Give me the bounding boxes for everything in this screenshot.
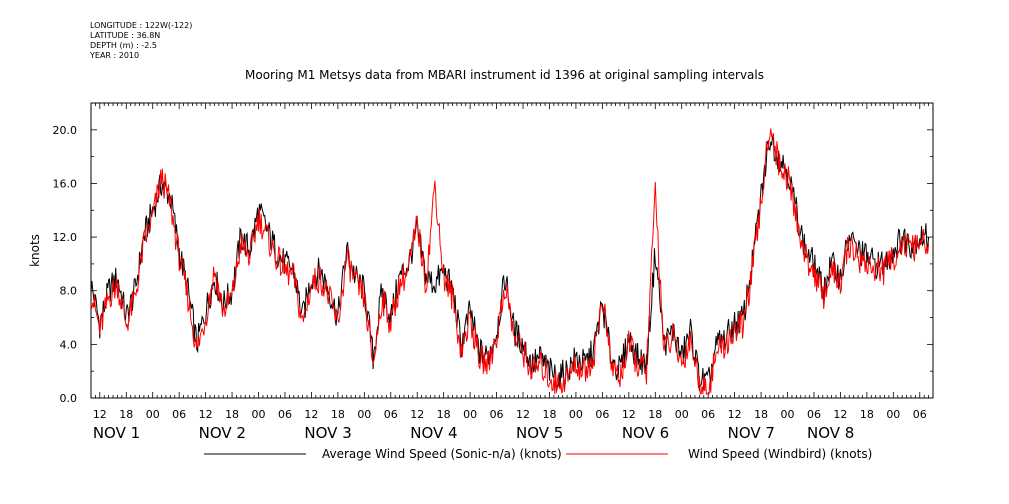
x-day-label: NOV 7: [728, 424, 775, 442]
x-tick-label: 00: [675, 408, 689, 421]
x-tick-label: 06: [384, 408, 398, 421]
series-layer: [90, 128, 930, 395]
x-day-label: NOV 8: [807, 424, 854, 442]
x-tick-label: 06: [278, 408, 292, 421]
chart-title: Mooring M1 Metsys data from MBARI instru…: [245, 68, 764, 82]
x-tick-label: 18: [437, 408, 451, 421]
x-tick-label: 12: [622, 408, 636, 421]
meta-depth: DEPTH (m) : -2.5: [90, 41, 157, 50]
x-tick-label: 06: [701, 408, 715, 421]
x-tick-label: 00: [569, 408, 583, 421]
x-tick-label: 06: [913, 408, 927, 421]
x-tick-label: 18: [648, 408, 662, 421]
series-line-1: [90, 135, 930, 392]
x-tick-label: 12: [93, 408, 107, 421]
metadata-block: LONGITUDE : 122W(-122) LATITUDE : 36.8N …: [90, 21, 192, 61]
x-tick-label: 18: [754, 408, 768, 421]
x-tick-label: 00: [146, 408, 160, 421]
x-tick-label: 18: [542, 408, 556, 421]
plot-frame: [90, 102, 934, 399]
x-tick-label: 18: [331, 408, 345, 421]
x-tick-label: 18: [860, 408, 874, 421]
legend-label-2: Wind Speed (Windbird) (knots): [688, 447, 872, 461]
x-tick-label: 12: [199, 408, 213, 421]
x-tick-label: 06: [490, 408, 504, 421]
series-line-2: [90, 128, 930, 395]
x-tick-label: 06: [172, 408, 186, 421]
x-tick-label: 00: [886, 408, 900, 421]
x-day-label: NOV 2: [199, 424, 246, 442]
x-tick-label: 00: [781, 408, 795, 421]
x-day-label: NOV 4: [410, 424, 457, 442]
x-tick-label: 12: [516, 408, 530, 421]
x-day-label: NOV 6: [622, 424, 669, 442]
y-tick-label: 0.0: [60, 392, 78, 405]
x-day-label: NOV 5: [516, 424, 563, 442]
meta-latitude: LATITUDE : 36.8N: [90, 31, 161, 40]
x-tick-label: 12: [728, 408, 742, 421]
x-tick-label: 12: [304, 408, 318, 421]
x-day-label: NOV 3: [304, 424, 351, 442]
y-tick-label: 12.0: [53, 231, 78, 244]
y-tick-label: 16.0: [53, 177, 78, 190]
x-tick-label: 00: [357, 408, 371, 421]
legend: Average Wind Speed (Sonic-n/a) (knots) Wi…: [204, 447, 872, 461]
x-tick-label: 00: [463, 408, 477, 421]
legend-label-1: Average Wind Speed (Sonic-n/a) (knots): [322, 447, 562, 461]
x-tick-label: 06: [807, 408, 821, 421]
y-tick-label: 8.0: [60, 285, 78, 298]
x-tick-label: 18: [119, 408, 133, 421]
x-tick-label: 18: [225, 408, 239, 421]
meta-year: YEAR : 2010: [90, 51, 140, 60]
x-tick-label: 06: [595, 408, 609, 421]
axis-frame: [90, 102, 934, 399]
y-tick-label: 4.0: [60, 338, 78, 351]
meta-longitude: LONGITUDE : 122W(-122): [90, 21, 193, 30]
tick-labels: 0.0 4.0 8.0 12.0 16.0 20.0 knots 12 18 00 06 12 18 00…: [28, 124, 927, 442]
x-day-label: NOV 1: [93, 424, 140, 442]
y-axis-label: knots: [28, 234, 42, 267]
x-tick-label: 12: [833, 408, 847, 421]
x-tick-label: 12: [410, 408, 424, 421]
x-tick-label: 00: [252, 408, 266, 421]
y-tick-label: 20.0: [53, 124, 78, 137]
